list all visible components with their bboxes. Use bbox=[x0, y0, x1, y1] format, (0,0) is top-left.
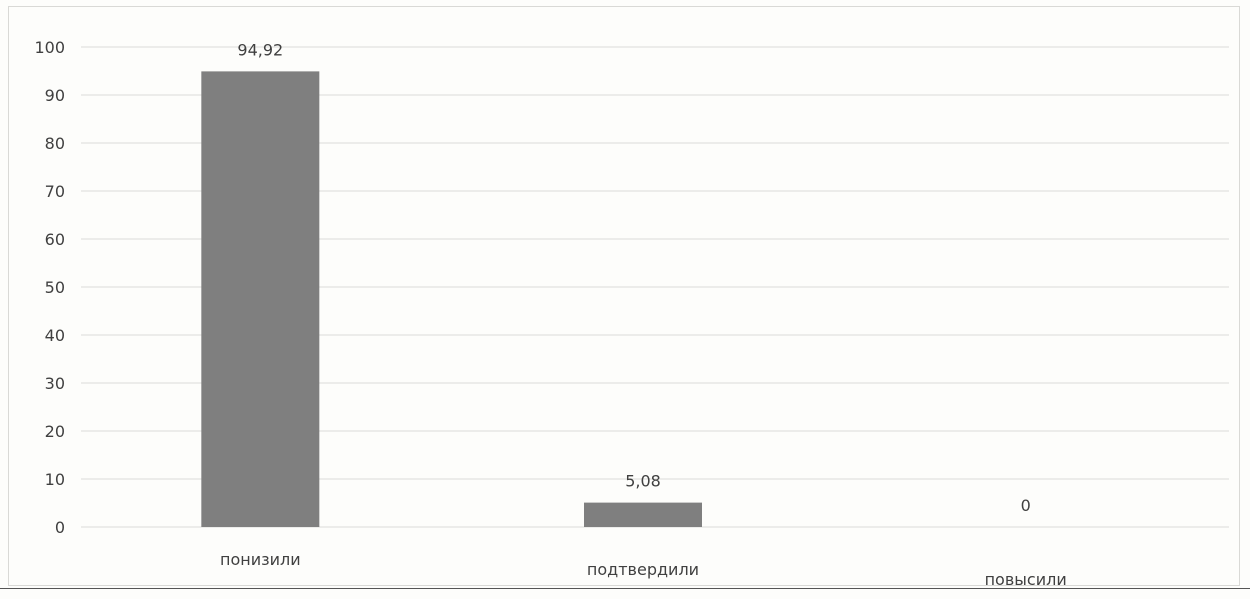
bars bbox=[201, 71, 702, 527]
y-tick-label: 80 bbox=[45, 134, 65, 153]
y-tick-label: 60 bbox=[45, 230, 65, 249]
page-text-cutoff bbox=[0, 588, 1250, 599]
y-tick-label: 20 bbox=[45, 422, 65, 441]
category-labels: понизили подтвердили повысили bbox=[220, 550, 1067, 587]
y-tick-label: 30 bbox=[45, 374, 65, 393]
chart-frame: 0 10 20 30 40 50 60 70 80 90 100 94,92 5,08 0 понизи… bbox=[8, 6, 1240, 587]
data-label: 0 bbox=[1021, 496, 1031, 515]
y-tick-label: 90 bbox=[45, 86, 65, 105]
data-label: 94,92 bbox=[237, 40, 283, 59]
bar-1 bbox=[201, 71, 320, 527]
y-tick-label: 100 bbox=[34, 38, 65, 57]
category-label: понизили bbox=[220, 550, 301, 569]
data-labels: 94,92 5,08 0 bbox=[237, 40, 1030, 515]
y-tick-label: 0 bbox=[55, 518, 65, 537]
y-tick-label: 10 bbox=[45, 470, 65, 489]
category-label: подтвердили bbox=[587, 560, 699, 579]
y-tick-label: 40 bbox=[45, 326, 65, 345]
bar-2 bbox=[584, 502, 702, 527]
y-tick-label: 50 bbox=[45, 278, 65, 297]
data-label: 5,08 bbox=[625, 472, 661, 491]
bar-chart: 0 10 20 30 40 50 60 70 80 90 100 94,92 5,08 0 понизи… bbox=[34, 38, 1229, 587]
category-label: повысили bbox=[985, 570, 1067, 587]
y-axis-ticks: 0 10 20 30 40 50 60 70 80 90 100 bbox=[34, 38, 65, 537]
y-tick-label: 70 bbox=[45, 182, 65, 201]
